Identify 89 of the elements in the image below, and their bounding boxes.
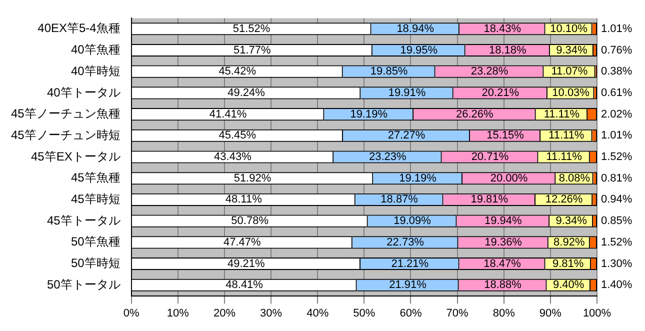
data-label: 15.15% <box>486 130 524 142</box>
data-label: 19.81% <box>470 194 508 206</box>
data-label: 23.23% <box>369 151 407 164</box>
x-tick-label: 40% <box>306 307 329 320</box>
data-label: 10.10% <box>550 22 588 35</box>
data-label: 0.94% <box>600 194 632 206</box>
data-label: 20.71% <box>471 151 509 164</box>
y-tick-label: 45竿トータル <box>46 213 120 228</box>
data-label: 11.11% <box>548 130 584 142</box>
data-label: 9.40% <box>552 279 584 292</box>
data-label: 21.21% <box>391 258 429 270</box>
x-tick-label: 10% <box>166 307 190 320</box>
data-label: 10.03% <box>552 86 590 99</box>
data-label: 49.21% <box>228 258 266 270</box>
y-tick-label: 40竿トータル <box>46 85 120 100</box>
x-tick-label: 90% <box>539 307 562 320</box>
data-label: 0.61% <box>601 86 632 99</box>
data-label: 49.24% <box>228 86 266 99</box>
x-tick-label: 60% <box>400 307 422 320</box>
y-tick-label: 45竿ノーチュン魚種 <box>10 106 120 121</box>
data-label: 48.41% <box>226 279 264 292</box>
y-tick-label: 45竿時短 <box>70 192 120 206</box>
data-label: 2.02% <box>600 108 632 120</box>
y-tick-label: 45竿ノーチュン時短 <box>10 128 120 142</box>
x-tick-label: 50% <box>353 307 376 320</box>
data-label: 19.36% <box>484 236 522 248</box>
data-label: 45.45% <box>218 130 256 142</box>
data-label: 11.07% <box>551 66 588 78</box>
data-label: 22.73% <box>386 236 424 248</box>
data-label: 47.47% <box>223 236 261 248</box>
data-label: 1.01% <box>601 22 632 35</box>
y-tick-label: 45竿魚種 <box>70 170 120 185</box>
data-label: 45.42% <box>218 66 256 78</box>
data-label: 18.94% <box>396 22 434 35</box>
data-label: 1.01% <box>600 130 632 142</box>
x-tick-label: 100% <box>582 307 612 320</box>
data-label: 18.88% <box>484 279 522 292</box>
data-label: 0.85% <box>601 215 632 228</box>
data-label: 19.19% <box>350 108 388 120</box>
y-tick-label: 50竿時短 <box>70 256 120 270</box>
data-label: 19.94% <box>484 215 522 228</box>
data-label: 27.27% <box>388 130 426 142</box>
data-label: 0.76% <box>601 44 632 56</box>
data-label: 18.47% <box>484 258 522 270</box>
data-label: 12.26% <box>545 194 583 206</box>
data-label: 51.92% <box>234 172 272 184</box>
data-label: 19.95% <box>400 44 438 56</box>
data-label: 51.77% <box>233 44 271 56</box>
x-tick-label: 0% <box>123 307 140 320</box>
data-label: 21.91% <box>389 279 427 292</box>
data-label: 50.78% <box>231 215 269 228</box>
data-label: 41.41% <box>209 108 247 120</box>
data-label: 51.52% <box>232 22 270 35</box>
y-tick-label: 50竿トータル <box>46 277 120 292</box>
x-tick-label: 30% <box>260 307 282 320</box>
data-label: 11.11% <box>544 108 580 120</box>
data-label: 18.18% <box>488 44 527 56</box>
data-label: 26.26% <box>456 108 494 120</box>
data-label: 9.34% <box>556 44 588 56</box>
data-label: 19.85% <box>370 66 408 78</box>
x-tick-label: 20% <box>213 307 236 320</box>
data-label: 18.43% <box>484 22 522 35</box>
y-tick-label: 40竿魚種 <box>70 42 120 57</box>
data-label: 9.34% <box>556 215 588 228</box>
data-label: 1.40% <box>601 279 632 292</box>
y-tick-label: 45竿EXトータル <box>30 149 120 164</box>
data-label: 1.30% <box>601 258 632 270</box>
data-label: 0.81% <box>601 172 632 184</box>
x-tick-label: 70% <box>446 307 469 320</box>
data-label: 11.11% <box>546 151 582 164</box>
data-label: 19.09% <box>394 215 432 228</box>
data-label: 19.91% <box>388 86 426 99</box>
data-label: 9.81% <box>552 258 584 270</box>
x-tick-label: 80% <box>492 307 516 320</box>
data-label: 0.38% <box>601 66 632 78</box>
y-tick-label: 40EX竿5-4魚種 <box>38 21 120 36</box>
data-label: 19.19% <box>399 172 437 184</box>
data-label: 20.00% <box>490 172 528 184</box>
y-tick-label: 50竿魚種 <box>70 234 120 249</box>
y-tick-label: 40竿時短 <box>70 64 120 78</box>
data-label: 20.21% <box>482 86 520 99</box>
data-label: 18.87% <box>380 194 418 206</box>
data-label: 43.43% <box>214 151 252 164</box>
data-label: 8.92% <box>554 236 585 248</box>
data-label: 1.52% <box>601 236 632 248</box>
data-label: 23.28% <box>470 66 508 78</box>
data-label: 8.08% <box>558 172 590 184</box>
data-label: 48.11% <box>225 194 262 206</box>
data-label: 1.52% <box>601 151 632 164</box>
